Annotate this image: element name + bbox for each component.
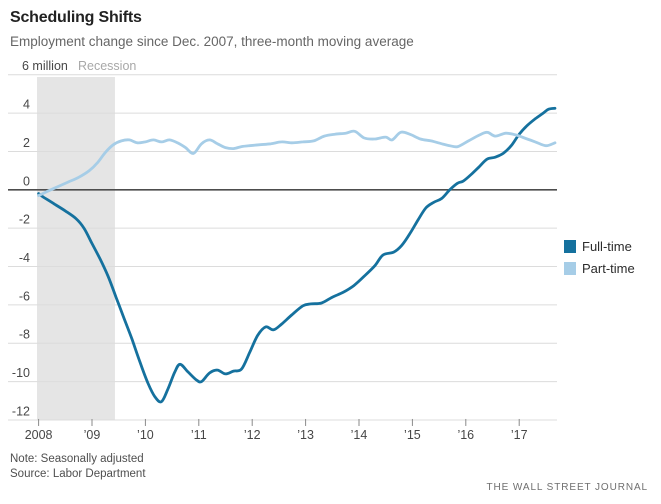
series-line-full-time bbox=[37, 106, 557, 404]
part-time-swatch-icon bbox=[564, 262, 576, 275]
recession-band bbox=[36, 77, 115, 420]
x-axis-label: ’13 bbox=[297, 428, 314, 442]
x-axis-label: 2008 bbox=[25, 428, 53, 442]
chart-title: Scheduling Shifts bbox=[10, 9, 142, 26]
x-axis-label: ’09 bbox=[84, 428, 101, 442]
legend-item-full-time: Full-time bbox=[564, 239, 635, 254]
chart-legend: Full-time Part-time bbox=[564, 239, 635, 283]
series-line-part-time bbox=[37, 129, 557, 197]
x-axis-label: ’11 bbox=[191, 428, 207, 442]
y-axis-label: -10 bbox=[12, 366, 30, 380]
legend-item-part-time: Part-time bbox=[564, 261, 635, 276]
chart-subtitle: Employment change since Dec. 2007, three… bbox=[10, 34, 414, 49]
y-axis-label: 0 bbox=[23, 174, 30, 188]
x-axis-label: ’17 bbox=[511, 428, 528, 442]
full-time-swatch-icon bbox=[564, 240, 576, 253]
line-chart-plot: 6 million 4 2 0 -2 -4 -6 -8 -10 -12 Recession 2008 ’… bbox=[8, 59, 557, 442]
y-axis-label: -4 bbox=[19, 251, 30, 265]
y-axis-label: 2 bbox=[23, 136, 30, 150]
y-axis-label: -12 bbox=[12, 404, 30, 418]
x-axis-label: ’16 bbox=[457, 428, 474, 442]
legend-label: Full-time bbox=[582, 239, 632, 254]
source-line: Source: Labor Department bbox=[10, 468, 146, 480]
x-axis-label: ’15 bbox=[404, 428, 421, 442]
recession-label: Recession bbox=[78, 59, 136, 73]
x-axis-label: ’14 bbox=[351, 428, 368, 442]
y-axis-label: -8 bbox=[19, 328, 30, 342]
x-axis-label: ’10 bbox=[137, 428, 154, 442]
legend-label: Part-time bbox=[582, 261, 635, 276]
y-axis-label: -2 bbox=[19, 213, 30, 227]
x-axis-label: ’12 bbox=[244, 428, 261, 442]
publication-credit: THE WALL STREET JOURNAL bbox=[486, 482, 648, 493]
y-axis-label: -6 bbox=[19, 289, 30, 303]
note-line: Note: Seasonally adjusted bbox=[10, 453, 144, 465]
y-axis-label: 6 million bbox=[22, 59, 68, 73]
y-axis-label: 4 bbox=[23, 98, 30, 112]
chart-footnotes: Note: Seasonally adjusted Source: Labor … bbox=[10, 452, 146, 482]
